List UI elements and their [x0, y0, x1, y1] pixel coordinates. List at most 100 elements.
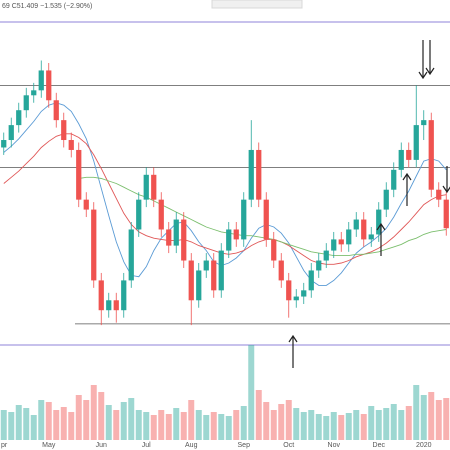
toolbar-box	[211, 0, 303, 9]
candle-body	[443, 199, 449, 229]
arrow-down	[425, 40, 435, 76]
volume-bar	[98, 392, 105, 440]
candle-body	[151, 174, 157, 200]
candle-body	[271, 239, 277, 261]
candle-body	[136, 199, 142, 230]
candle-body	[83, 199, 89, 210]
candle-body	[376, 209, 382, 235]
volume-bar	[150, 415, 157, 440]
volume-bar	[338, 415, 345, 440]
volume-bar	[368, 406, 375, 440]
candle-body	[181, 219, 187, 261]
candle-body	[421, 120, 427, 126]
candle-body	[256, 149, 262, 200]
volume-bar	[420, 395, 427, 440]
moving-average	[3, 102, 447, 286]
volume-bar	[180, 412, 187, 440]
candle-body	[413, 125, 419, 160]
volume-bar	[225, 416, 232, 440]
volume-bar	[308, 410, 315, 440]
x-tick-label: Dec	[373, 442, 386, 449]
candle-body	[128, 229, 134, 281]
x-tick-label: Jun	[96, 442, 107, 449]
volume-bar	[90, 385, 97, 440]
candle-body	[286, 280, 292, 301]
volume-bar	[353, 410, 360, 440]
volume-bar	[285, 400, 292, 440]
candle-body	[241, 199, 247, 240]
volume-bar	[270, 410, 277, 440]
candle-body	[143, 174, 149, 200]
volume-bar	[75, 395, 82, 440]
candle-body	[301, 290, 307, 297]
volume-bar	[45, 402, 52, 440]
volume-bar	[30, 415, 37, 440]
volume-bar	[428, 392, 435, 440]
candle-body	[428, 120, 434, 190]
arrow-up	[402, 172, 412, 206]
volume-bar	[390, 404, 397, 440]
candle-body	[113, 300, 119, 311]
candle-body	[91, 209, 97, 281]
x-tick-label: May	[42, 442, 56, 449]
x-tick-label: pr	[1, 442, 8, 449]
candle-body	[353, 219, 359, 230]
candle-body	[391, 169, 397, 190]
candle-body	[196, 270, 202, 301]
candle-body	[31, 90, 37, 96]
candle-body	[368, 234, 374, 240]
volume-bar	[315, 414, 322, 440]
volume-bar	[218, 414, 225, 440]
x-tick-label: 2020	[416, 442, 432, 449]
candle-body	[361, 219, 367, 240]
arrow-down	[418, 40, 428, 80]
x-tick-label: Sep	[238, 442, 251, 449]
volume-bar	[360, 414, 367, 440]
volume-bar	[53, 410, 60, 440]
candle-body	[158, 199, 164, 230]
ohlc-readout: 69 C51.409 −1.535 (−2.90%)	[2, 3, 92, 10]
volume-bar	[165, 414, 172, 440]
moving-average	[3, 133, 447, 265]
candle-body	[308, 270, 314, 291]
volume-bar	[263, 402, 270, 440]
candle-body	[278, 260, 284, 281]
candle-body	[293, 296, 299, 301]
candle-body	[323, 250, 329, 261]
arrow-up	[288, 334, 298, 368]
volume-bar	[330, 412, 337, 440]
volume-bar	[0, 410, 7, 440]
candle-body	[8, 125, 14, 141]
volume-bar	[203, 415, 210, 440]
volume-bar	[375, 410, 382, 440]
candle-body	[383, 189, 389, 210]
volume-bar	[23, 408, 30, 440]
candle-body	[218, 250, 224, 291]
volume-bar	[68, 412, 75, 440]
candle-body	[68, 140, 74, 150]
candle-body	[436, 189, 442, 200]
candle-body	[98, 280, 104, 311]
moving-average	[78, 176, 447, 257]
volume-bar	[345, 413, 352, 440]
volume-bar	[323, 416, 330, 440]
annotation-arrows	[288, 40, 450, 368]
candle-body	[226, 229, 232, 251]
volume-bar	[293, 408, 300, 440]
candle-body	[331, 239, 337, 251]
volume-bar	[300, 412, 307, 440]
volume-bar	[135, 410, 142, 440]
volume-bar	[435, 400, 442, 440]
volume-bar	[105, 405, 112, 440]
volume-bar	[188, 400, 195, 440]
volume-bar	[255, 390, 262, 440]
x-tick-label: Aug	[185, 442, 198, 449]
volume-bar	[120, 402, 127, 440]
volume-bar	[60, 407, 67, 440]
volume-bar	[83, 400, 90, 440]
volume-bar	[158, 410, 165, 440]
candle-body	[76, 149, 82, 200]
